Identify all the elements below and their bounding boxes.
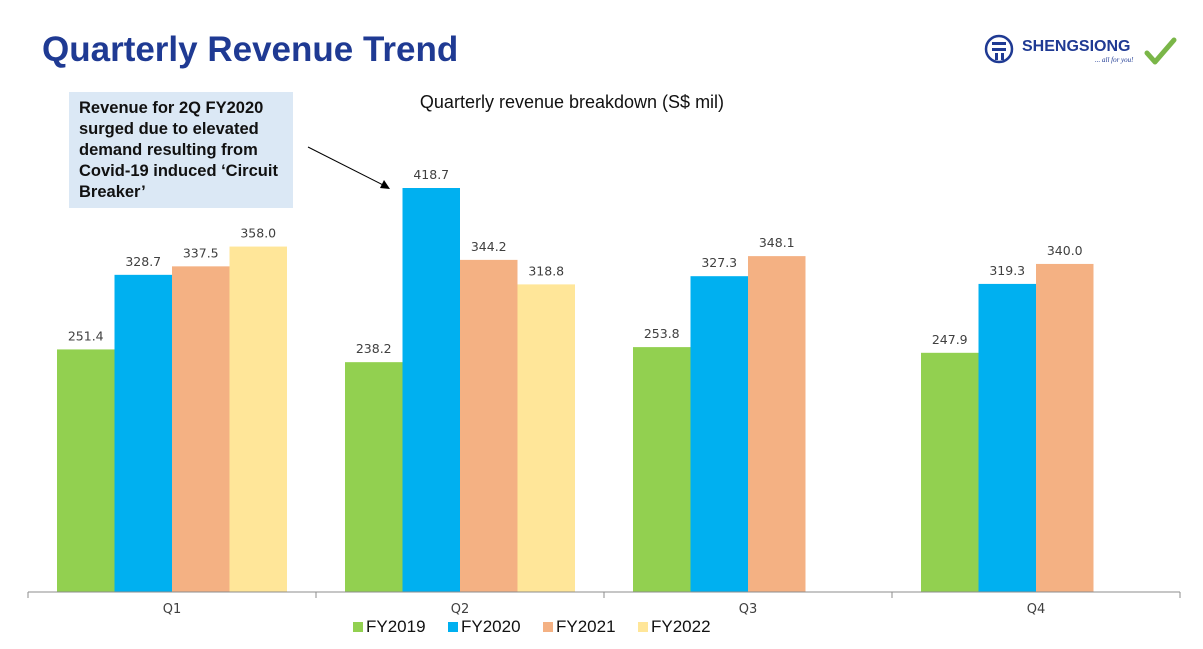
logo-emblem-icon (984, 34, 1177, 65)
bar-fy2022-q1 (229, 246, 287, 592)
category-label-q1: Q1 (163, 602, 182, 617)
category-label-q3: Q3 (739, 602, 758, 617)
data-label-fy2021-q2: 344.2 (471, 239, 507, 254)
chart-title: Quarterly revenue breakdown (S$ mil) (420, 92, 724, 112)
data-label-fy2022-q1: 358.0 (240, 226, 276, 241)
bar-fy2021-q1 (172, 266, 230, 592)
bar-fy2019-q1 (57, 349, 115, 592)
data-label-fy2020-q4: 319.3 (989, 263, 1025, 278)
data-label-fy2021-q1: 337.5 (183, 245, 219, 260)
shengsiong-logo: SHENGSIONG ... all for you! (982, 32, 1182, 72)
bar-fy2021-q4 (1036, 263, 1094, 592)
data-label-fy2022-q2: 318.8 (528, 263, 564, 278)
annotation-arrow-line (307, 146, 386, 187)
legend-label-fy2020: FY2020 (461, 617, 521, 636)
data-label-fy2019-q3: 253.8 (644, 326, 680, 341)
bar-fy2019-q3 (633, 347, 691, 592)
bar-fy2022-q2 (517, 284, 575, 592)
slide-title: Quarterly Revenue Trend (42, 30, 459, 69)
legend-label-fy2019: FY2019 (366, 617, 426, 636)
legend-swatch-fy2019 (353, 622, 363, 632)
bar-fy2020-q3 (690, 276, 748, 592)
bar-fy2021-q2 (460, 259, 518, 592)
data-label-fy2020-q3: 327.3 (701, 255, 737, 270)
data-label-fy2020-q2: 418.7 (413, 167, 449, 182)
data-label-fy2019-q4: 247.9 (932, 332, 968, 347)
bar-fy2020-q1 (114, 274, 172, 592)
annotation-text: Revenue for 2Q FY2020 surged due to elev… (79, 99, 278, 201)
bar-fy2020-q4 (978, 283, 1036, 592)
data-label-fy2019-q2: 238.2 (356, 341, 392, 356)
annotation-arrowhead-icon (380, 180, 390, 189)
legend-swatch-fy2021 (543, 622, 553, 632)
data-label-fy2019-q1: 251.4 (68, 328, 104, 343)
logo-tagline: ... all for you! (1095, 56, 1134, 64)
bar-fy2020-q2 (402, 188, 460, 592)
legend-swatch-fy2022 (638, 622, 648, 632)
bar-fy2019-q2 (345, 362, 403, 592)
bar-fy2019-q4 (921, 352, 979, 592)
bar-fy2021-q3 (748, 256, 806, 592)
category-label-q2: Q2 (451, 602, 470, 617)
data-label-fy2020-q1: 328.7 (125, 254, 161, 269)
annotation-callout: Revenue for 2Q FY2020 surged due to elev… (69, 92, 293, 208)
logo-brand-text: SHENGSIONG (1022, 38, 1131, 55)
data-label-fy2021-q4: 340.0 (1047, 243, 1083, 258)
category-label-q4: Q4 (1027, 602, 1046, 617)
legend-label-fy2022: FY2022 (651, 617, 711, 636)
data-label-fy2021-q3: 348.1 (759, 235, 795, 250)
legend-label-fy2021: FY2021 (556, 617, 616, 636)
legend-swatch-fy2020 (448, 622, 458, 632)
